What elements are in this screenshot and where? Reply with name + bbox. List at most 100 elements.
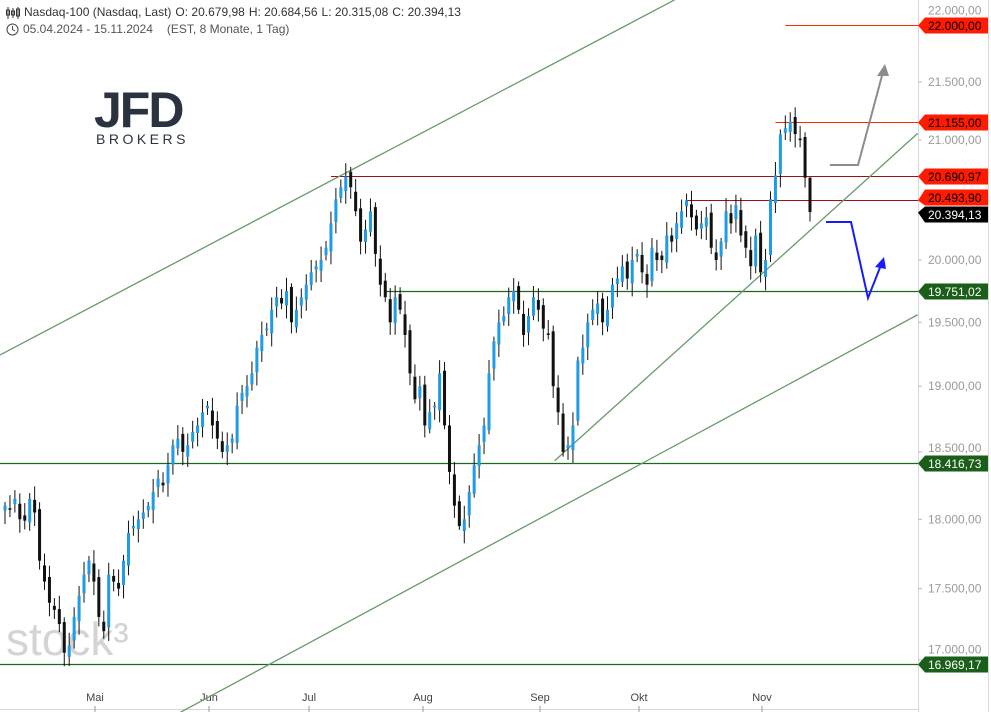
candle	[388, 288, 392, 335]
candle	[131, 515, 135, 536]
y-tick-label: 18.500,00	[928, 441, 982, 455]
svg-text:JFD: JFD	[94, 82, 183, 138]
candle	[102, 610, 106, 639]
candle	[92, 550, 96, 596]
candle	[536, 288, 540, 322]
price-tag-bg	[918, 656, 988, 673]
price-tag: 20.394,13	[918, 206, 988, 223]
ohlc-close: C: 20.394,13	[392, 5, 461, 19]
candle-body	[536, 300, 540, 310]
candle	[225, 432, 229, 466]
candle	[161, 472, 165, 493]
candle-body	[438, 373, 442, 411]
candles	[3, 107, 812, 667]
candle-body	[77, 595, 81, 622]
svg-text:BROKERS: BROKERS	[96, 131, 189, 147]
candle-body	[33, 499, 37, 513]
candle-body	[107, 574, 111, 628]
candle-body	[566, 445, 570, 449]
candle	[610, 277, 614, 319]
candle-body	[625, 261, 629, 279]
candle	[359, 198, 363, 255]
candle-body	[576, 360, 580, 421]
candle	[146, 501, 150, 518]
candle-body	[719, 241, 723, 257]
candle	[354, 178, 358, 217]
candle-body	[699, 223, 703, 229]
candle	[47, 565, 51, 617]
stock3-watermark: stock³	[6, 613, 129, 665]
candle	[531, 286, 535, 321]
candle	[561, 403, 565, 457]
candle-body	[324, 247, 328, 256]
price-tag: 18.416,73	[918, 455, 988, 472]
candle-body	[586, 322, 590, 348]
candle	[373, 202, 377, 267]
candle-body	[487, 373, 491, 431]
candle-body	[502, 316, 506, 322]
candle	[191, 420, 195, 449]
price-tag-label: 22.000,00	[928, 19, 982, 33]
candle	[196, 417, 200, 447]
candle-body	[161, 482, 165, 486]
candle-body	[630, 260, 634, 284]
candle	[689, 190, 693, 231]
candle	[260, 321, 264, 362]
candle	[665, 222, 669, 269]
candle	[324, 240, 328, 261]
candle	[803, 132, 807, 188]
candle-body	[640, 254, 644, 273]
candle-body	[724, 211, 728, 243]
candle-body	[665, 235, 669, 263]
candle-body	[778, 134, 782, 174]
candle-body	[334, 199, 338, 222]
candle-body	[235, 405, 239, 444]
chart-settings[interactable]: (EST, 8 Monate, 1 Tag)	[166, 22, 290, 36]
candle-body	[210, 410, 214, 426]
candle	[364, 219, 368, 254]
candle-body	[680, 211, 684, 228]
y-tick-label: 19.500,00	[928, 315, 982, 329]
candle-body	[492, 341, 496, 369]
candle-body	[122, 560, 126, 585]
candle	[606, 296, 610, 332]
candle-body	[398, 294, 402, 310]
candle-body	[205, 405, 209, 409]
candle	[166, 452, 170, 497]
candle	[640, 242, 644, 284]
candle-body	[704, 217, 708, 227]
candle	[319, 246, 323, 283]
candle-body	[798, 138, 802, 141]
candle-body	[225, 445, 229, 452]
candle	[645, 264, 649, 298]
candle-body	[270, 309, 274, 334]
candle	[462, 505, 466, 544]
candle-body	[383, 280, 387, 298]
candle	[275, 286, 279, 318]
candle-body	[186, 445, 190, 457]
candle	[403, 300, 407, 348]
candle-body	[694, 215, 698, 230]
candle	[497, 309, 501, 357]
candle	[62, 617, 66, 667]
candle-body	[196, 425, 200, 434]
candle-body	[581, 347, 585, 364]
candle	[472, 453, 476, 498]
candle	[660, 250, 664, 274]
jfd-logo: JFD BROKERS	[94, 82, 189, 147]
candle-body	[803, 137, 807, 178]
candle	[615, 266, 619, 298]
candle-body	[650, 247, 654, 281]
price-tag-label: 19.751,02	[928, 285, 982, 299]
candle	[556, 375, 560, 425]
candle-body	[240, 392, 244, 401]
candle	[551, 325, 555, 398]
candle-body	[344, 176, 348, 191]
candle-body	[176, 438, 180, 449]
candle-body	[329, 223, 333, 252]
candle-body	[709, 212, 713, 248]
candle-body	[808, 177, 812, 212]
candle-body	[788, 121, 792, 132]
price-tag-bg	[918, 114, 988, 131]
